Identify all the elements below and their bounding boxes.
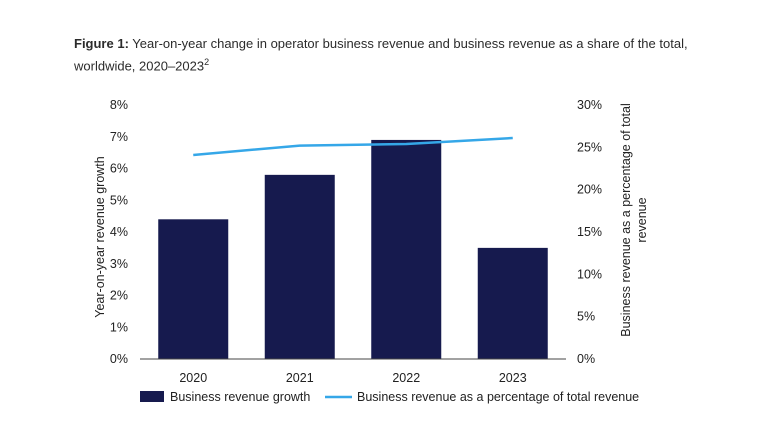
y-tick-right: 10% [577, 267, 602, 281]
y-axis-title-right-text: Business revenue as a percentage of tota… [619, 103, 649, 336]
line-share-of-total [193, 136, 513, 157]
figure-title: Year-on-year change in operator business… [74, 36, 688, 74]
y-tick-right: 30% [577, 98, 602, 112]
y-axis-title-right: Business revenue as a percentage of tota… [619, 103, 649, 336]
legend-label-bar: Business revenue growth [170, 390, 310, 404]
bar-2021 [264, 174, 335, 359]
y-tick-left: 5% [110, 193, 128, 207]
y-tick-left: 6% [110, 162, 128, 176]
bar-2020 [158, 219, 229, 359]
y-tick-left: 8% [110, 98, 128, 112]
y-tick-left: 4% [110, 225, 128, 239]
y-tick-left: 2% [110, 289, 128, 303]
figure-caption: Figure 1: Year-on-year change in operato… [74, 34, 714, 75]
footnote-ref: 2 [204, 57, 210, 67]
bar-2023 [477, 247, 548, 359]
y-tick-right: 20% [577, 183, 602, 197]
y-tick-left: 3% [110, 257, 128, 271]
y-tick-right: 0% [577, 352, 595, 366]
y-tick-right: 15% [577, 225, 602, 239]
left-axis: 0% 1% 2% 3% 4% 5% 6% 7% 8% [110, 98, 128, 366]
line-series [193, 136, 513, 157]
x-tick: 2023 [499, 371, 527, 385]
y-tick-left: 0% [110, 352, 128, 366]
x-axis: 2020 2021 2022 2023 [179, 371, 526, 385]
y-tick-left: 7% [110, 130, 128, 144]
y-axis-title-left: Year-on-year revenue growth [93, 156, 107, 317]
legend-swatch-bar [140, 391, 164, 402]
right-axis: 0% 5% 10% 15% 20% 25% 30% [577, 98, 602, 366]
x-tick: 2022 [392, 371, 420, 385]
x-tick: 2021 [286, 371, 314, 385]
bars [158, 139, 548, 359]
y-tick-right: 25% [577, 140, 602, 154]
figure-label: Figure 1: [74, 36, 129, 51]
legend-label-line: Business revenue as a percentage of tota… [357, 390, 639, 404]
y-tick-left: 1% [110, 320, 128, 334]
x-tick: 2020 [179, 371, 207, 385]
legend: Business revenue growth Business revenue … [140, 390, 639, 404]
bar-2022 [371, 139, 442, 359]
y-tick-right: 5% [577, 310, 595, 324]
